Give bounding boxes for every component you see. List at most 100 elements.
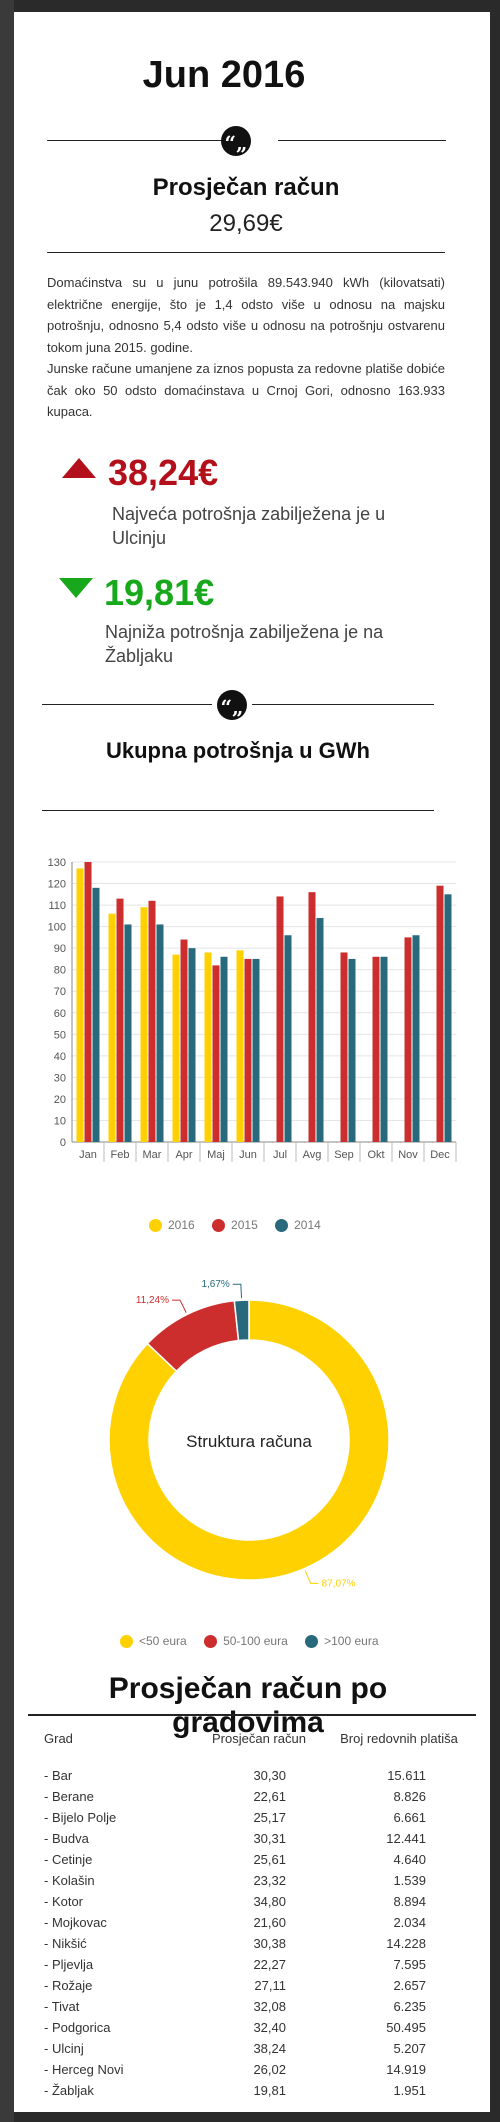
header-city: Grad: [44, 1731, 73, 1746]
city-payers: 12.441: [386, 1831, 426, 1846]
legend-item-50-100[interactable]: 50-100 eura: [204, 1634, 288, 1649]
table-row: - Bar 30,30 15.611: [44, 1765, 474, 1786]
triangle-down-icon: [59, 578, 93, 598]
legend-dot-2016: [149, 1219, 162, 1233]
city-payers: 6.661: [393, 1810, 426, 1825]
donut-value-label: 11,24%: [136, 1295, 169, 1306]
legend-label-2016: 2016: [168, 1218, 195, 1232]
legend-item-2014[interactable]: 2014: [275, 1218, 321, 1233]
city-avg-bill: 32,40: [253, 2020, 286, 2035]
x-tick-label: Dec: [430, 1149, 450, 1161]
max-stat-value: 38,24€: [108, 452, 219, 493]
table-row: - Berane 22,61 8.826: [44, 1786, 474, 1807]
consumption-bar-chart: 0 10 20 30 40 50 60 70 80 90 100 110 120 130 Jan Feb Mar…: [48, 857, 457, 1162]
min-stat-text: Najniža potrošnja zabilježena je na Žabl…: [105, 622, 384, 666]
city-payers: 14.919: [386, 2062, 426, 2077]
city-avg-bill: 26,02: [253, 2062, 286, 2077]
table-row: - Nikšić 30,38 14.228: [44, 1933, 474, 1954]
y-tick-label: 20: [54, 1094, 66, 1106]
cities-title: Prosječan račun po gradovima: [108, 1672, 388, 1739]
legend-item-2015[interactable]: 2015: [212, 1218, 258, 1233]
city-payers: 2.034: [393, 1915, 426, 1930]
bar-2015-maj: [212, 965, 220, 1142]
paragraph-consumption: Domaćinstva su u junu potrošila 89.543.9…: [47, 275, 445, 355]
legend-item-2016[interactable]: 2016: [149, 1218, 195, 1233]
city-avg-bill: 25,17: [253, 1810, 286, 1825]
donut-value-label: 1,67%: [201, 1279, 229, 1290]
donut-slice-2: [233, 1299, 250, 1342]
city-avg-bill: 38,24: [253, 2041, 286, 2056]
bar-2016-maj: [204, 952, 212, 1142]
legend-item-under-50[interactable]: <50 eura: [120, 1634, 187, 1649]
x-tick-label: Jul: [273, 1149, 287, 1161]
city-avg-bill: 22,27: [253, 1957, 286, 1972]
header-payers: Broj redovnih platiša: [340, 1731, 458, 1746]
avg-bill-label: Prosječan račun: [152, 174, 340, 201]
bar-2015-nov: [404, 937, 412, 1142]
y-tick-label: 120: [48, 879, 66, 891]
city-payers: 1.539: [393, 1873, 426, 1888]
y-tick-label: 40: [54, 1051, 66, 1063]
table-body: - Bar 30,30 15.611 - Berane 22,61 8.826 - Bije…: [44, 1765, 474, 2101]
bar-2014-jan: [92, 887, 100, 1142]
page-title: Jun 2016: [142, 54, 306, 96]
cities-table: Grad Prosječan račun Broj redovnih plati…: [44, 1728, 474, 2101]
paragraph-discount: Junske račune umanjene za iznos popusta …: [47, 361, 445, 419]
table-row: - Podgorica 32,40 50.495: [44, 2017, 474, 2038]
x-tick-label: Avg: [303, 1149, 322, 1161]
legend-label-2015: 2015: [231, 1218, 258, 1232]
bar-2014-feb: [124, 924, 132, 1142]
donut-legend: <50 eura 50-100 eura >100 eura: [120, 1634, 379, 1649]
city-payers: 8.826: [393, 1789, 426, 1804]
x-tick-label: Okt: [367, 1149, 384, 1161]
bar-2014-sep: [348, 958, 356, 1142]
city-name: - Berane: [44, 1789, 94, 1804]
table-row: - Kolašin 23,32 1.539: [44, 1870, 474, 1891]
legend-dot-under-50: [120, 1635, 133, 1649]
city-name: - Tivat: [44, 1999, 80, 2014]
bar-2015-mar: [148, 900, 156, 1142]
city-payers: 4.640: [393, 1852, 426, 1867]
city-avg-bill: 30,31: [253, 1831, 286, 1846]
legend-label-over-100: >100 eura: [324, 1634, 379, 1648]
y-tick-label: 100: [48, 922, 66, 934]
donut-leader-line: [172, 1299, 187, 1313]
bar-2014-nov: [412, 935, 420, 1142]
city-name: - Pljevlja: [44, 1957, 94, 1972]
table-header: Grad Prosječan račun Broj redovnih plati…: [44, 1728, 474, 1749]
bar-2015-okt: [372, 956, 380, 1142]
legend-item-over-100[interactable]: >100 eura: [305, 1634, 379, 1649]
y-tick-label: 60: [54, 1008, 66, 1020]
city-payers: 7.595: [393, 1957, 426, 1972]
city-name: - Bar: [44, 1768, 73, 1783]
table-row: - Tivat 32,08 6.235: [44, 1996, 474, 2017]
x-tick-label: Jan: [79, 1149, 97, 1161]
table-row: - Bijelo Polje 25,17 6.661: [44, 1807, 474, 1828]
city-name: - Kotor: [44, 1894, 84, 1909]
donut-value-label: 87,07%: [322, 1578, 356, 1589]
city-name: - Herceg Novi: [44, 2062, 124, 2077]
bar-2014-jul: [284, 935, 292, 1142]
y-tick-label: 10: [54, 1115, 66, 1127]
donut-center-title: Struktura računa: [186, 1432, 312, 1451]
bar-2014-mar: [156, 924, 164, 1142]
bar-2014-maj: [220, 956, 228, 1142]
bar-2016-jun: [236, 950, 244, 1142]
table-row: - Rožaje 27,11 2.657: [44, 1975, 474, 1996]
city-name: - Budva: [44, 1831, 89, 1846]
y-tick-label: 130: [48, 857, 66, 869]
city-payers: 15.611: [387, 1768, 426, 1783]
y-tick-label: 70: [54, 986, 66, 998]
table-row: - Kotor 34,80 8.894: [44, 1891, 474, 1912]
city-name: - Kolašin: [44, 1873, 95, 1888]
bar-2014-jun: [252, 958, 260, 1142]
bar-2016-jan: [76, 868, 84, 1142]
divider-avg: [47, 252, 445, 253]
quote-icon: “„: [221, 126, 251, 156]
bar-chart-legend: 2016 2015 2014: [149, 1218, 321, 1233]
x-tick-label: Mar: [143, 1149, 162, 1161]
y-tick-label: 0: [60, 1137, 66, 1149]
y-tick-label: 110: [48, 900, 66, 912]
table-row: - Pljevlja 22,27 7.595: [44, 1954, 474, 1975]
city-avg-bill: 32,08: [253, 1999, 286, 2014]
